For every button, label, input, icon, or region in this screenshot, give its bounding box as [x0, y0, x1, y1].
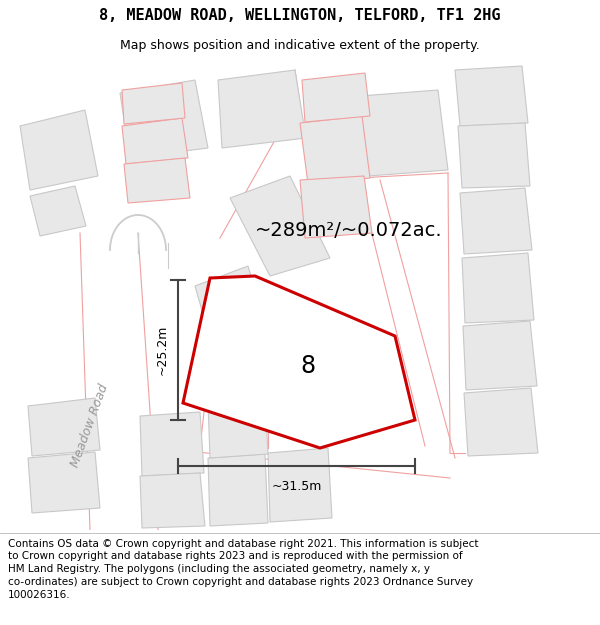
- Polygon shape: [463, 321, 537, 390]
- Polygon shape: [302, 73, 370, 122]
- Polygon shape: [455, 66, 528, 126]
- Polygon shape: [462, 253, 534, 323]
- Text: Meadow Road: Meadow Road: [69, 382, 111, 469]
- Polygon shape: [300, 176, 372, 238]
- Polygon shape: [230, 176, 330, 276]
- Text: Contains OS data © Crown copyright and database right 2021. This information is : Contains OS data © Crown copyright and d…: [8, 539, 478, 600]
- Polygon shape: [122, 83, 185, 124]
- Polygon shape: [460, 188, 532, 254]
- Polygon shape: [183, 276, 415, 448]
- Polygon shape: [195, 266, 270, 356]
- Text: ~31.5m: ~31.5m: [271, 479, 322, 492]
- Text: Map shows position and indicative extent of the property.: Map shows position and indicative extent…: [120, 39, 480, 52]
- Polygon shape: [30, 186, 86, 236]
- Polygon shape: [458, 123, 530, 188]
- Text: ~289m²/~0.072ac.: ~289m²/~0.072ac.: [255, 221, 443, 239]
- Polygon shape: [20, 110, 98, 190]
- Polygon shape: [360, 90, 448, 176]
- Polygon shape: [28, 398, 100, 456]
- Polygon shape: [208, 398, 268, 458]
- Polygon shape: [268, 448, 332, 522]
- Polygon shape: [140, 473, 205, 528]
- Polygon shape: [464, 388, 538, 456]
- Polygon shape: [218, 70, 306, 148]
- Text: 8: 8: [301, 354, 316, 378]
- Polygon shape: [28, 452, 100, 513]
- Polygon shape: [124, 158, 190, 203]
- Text: ~25.2m: ~25.2m: [155, 325, 169, 375]
- Polygon shape: [140, 412, 204, 476]
- Polygon shape: [208, 454, 268, 526]
- Polygon shape: [300, 116, 370, 184]
- Text: 8, MEADOW ROAD, WELLINGTON, TELFORD, TF1 2HG: 8, MEADOW ROAD, WELLINGTON, TELFORD, TF1…: [99, 8, 501, 22]
- Polygon shape: [122, 118, 188, 164]
- Polygon shape: [120, 80, 208, 158]
